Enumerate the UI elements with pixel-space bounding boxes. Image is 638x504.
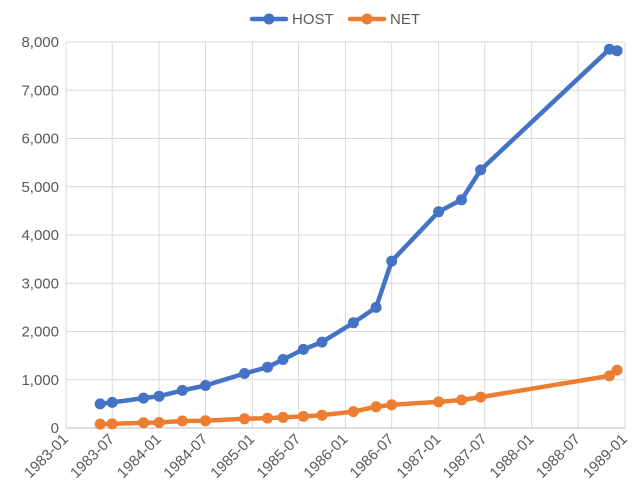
data-point-net [153, 417, 165, 428]
data-point-host [153, 390, 165, 402]
data-point-host [94, 398, 106, 410]
data-point-host [277, 354, 289, 365]
data-point-host [475, 164, 487, 176]
x-tick-label: 1986-01 [300, 431, 351, 482]
x-tick-label: 1987-01 [393, 431, 444, 482]
data-point-host [456, 194, 467, 206]
data-point-host [386, 255, 398, 267]
x-tick-label: 1989-01 [580, 431, 631, 482]
y-tick-label: 3,000 [21, 275, 59, 292]
data-point-net [456, 394, 467, 406]
data-point-net [239, 413, 250, 425]
data-point-host [611, 45, 623, 57]
data-point-net [106, 418, 118, 430]
y-tick-label: 2,000 [21, 324, 59, 341]
legend-label-host: HOST [292, 11, 334, 28]
x-tick-label: 1983-01 [21, 431, 72, 482]
data-point-host [297, 343, 309, 355]
data-point-net [94, 418, 106, 430]
data-point-net [433, 396, 445, 408]
data-point-net [347, 406, 359, 418]
data-point-net [386, 399, 398, 411]
y-tick-label: 4,000 [21, 227, 59, 244]
data-point-host [262, 361, 273, 373]
data-point-net [297, 410, 309, 422]
x-tick-label: 1987-07 [440, 431, 491, 482]
data-point-net [262, 412, 273, 424]
x-tick-label: 1986-07 [347, 431, 398, 482]
series-line-net [97, 367, 620, 427]
data-point-host [316, 336, 328, 348]
legend-label-net: NET [390, 11, 420, 28]
data-point-net [475, 391, 487, 403]
x-tick-label: 1988-07 [533, 431, 584, 482]
series-line-host [97, 46, 620, 407]
data-point-host [138, 392, 149, 404]
x-tick-label: 1984-07 [160, 431, 211, 482]
data-point-host [176, 384, 188, 396]
x-tick-label: 1983-07 [67, 431, 118, 482]
y-tick-label: 0 [51, 420, 59, 437]
x-tick-label: 1985-07 [253, 431, 304, 482]
y-tick-label: 7,000 [21, 82, 59, 99]
data-point-host [433, 206, 445, 218]
grid-layer [65, 41, 626, 428]
data-point-net [200, 415, 211, 427]
legend-swatch-marker-net [361, 13, 373, 25]
y-tick-label: 8,000 [21, 34, 59, 51]
legend: HOST NET [249, 11, 420, 28]
data-point-net [603, 370, 615, 382]
data-point-host [370, 301, 382, 313]
y-tick-label: 5,000 [21, 179, 59, 196]
data-point-host [200, 380, 211, 391]
data-point-host [239, 368, 250, 379]
data-point-host [347, 317, 359, 329]
legend-swatch-marker-host [263, 13, 275, 25]
x-tick-label: 1988-01 [487, 431, 538, 482]
x-tick-label: 1985-01 [207, 431, 258, 482]
y-tick-label: 6,000 [21, 131, 59, 148]
x-tick-label: 1984-01 [114, 431, 165, 482]
data-point-net [277, 411, 289, 423]
series-layer [94, 43, 623, 430]
data-point-net [370, 401, 382, 413]
y-tick-label: 1,000 [21, 372, 59, 389]
data-point-net [138, 417, 149, 429]
data-point-net [316, 409, 328, 421]
data-point-net [611, 364, 623, 376]
data-point-net [176, 415, 188, 427]
data-point-host [106, 396, 118, 408]
